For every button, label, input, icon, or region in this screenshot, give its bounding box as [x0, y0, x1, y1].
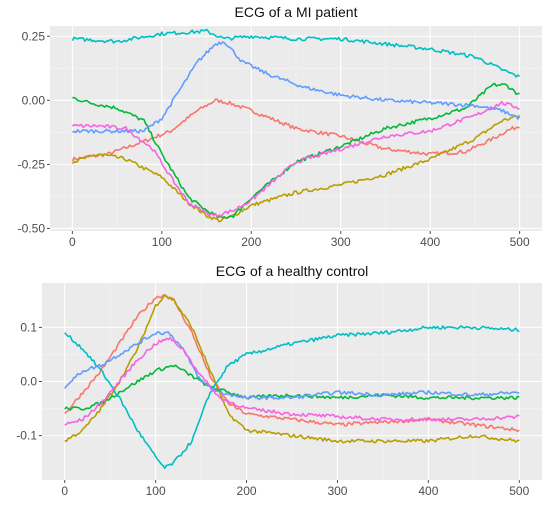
y-tick-label: 0.00	[22, 93, 46, 107]
series-line-4	[64, 325, 520, 469]
series-line-5	[72, 41, 521, 134]
x-tick-label: 300	[331, 235, 351, 249]
x-tick-label: 300	[327, 484, 347, 498]
series-line-6	[64, 336, 520, 426]
y-tick-label: -0.1	[16, 429, 37, 443]
x-tick-label: 200	[241, 235, 261, 249]
x-tick-label: 400	[420, 235, 440, 249]
chart-panel-2: 0 100 200 300 400 500 -0.1 0.0 0.1 ECG of a healt…	[16, 263, 542, 498]
x-tick-label: 0	[69, 235, 76, 249]
y-tick-label: 0.25	[22, 29, 46, 43]
x-tick-label: 0	[61, 484, 68, 498]
chart-panel-1: 0 100 200 300 400 500 -0.50 -0.25 0.00 0.25 ECG of…	[18, 4, 542, 249]
series-line-6	[71, 100, 520, 218]
x-tick-label: 400	[418, 484, 438, 498]
series-line-2	[71, 114, 521, 223]
x-tick-label: 500	[509, 484, 529, 498]
x-tick-label: 500	[510, 235, 530, 249]
x-tick-label: 200	[237, 484, 257, 498]
series-line-1	[64, 294, 520, 433]
chart-title: ECG of a healthy control	[216, 263, 369, 279]
series-line-3	[64, 364, 520, 411]
y-tick-label: 0.0	[20, 375, 37, 389]
series-line-4	[71, 28, 521, 78]
series-line-5	[64, 331, 520, 401]
chart-title: ECG of a MI patient	[235, 4, 358, 20]
x-tick-label: 100	[152, 235, 172, 249]
series-line-2	[64, 294, 520, 444]
y-tick-label: 0.1	[20, 320, 37, 334]
x-tick-label: 100	[146, 484, 166, 498]
y-tick-label: -0.25	[18, 157, 46, 171]
series-line-1	[71, 98, 520, 162]
y-tick-label: -0.50	[18, 221, 46, 235]
